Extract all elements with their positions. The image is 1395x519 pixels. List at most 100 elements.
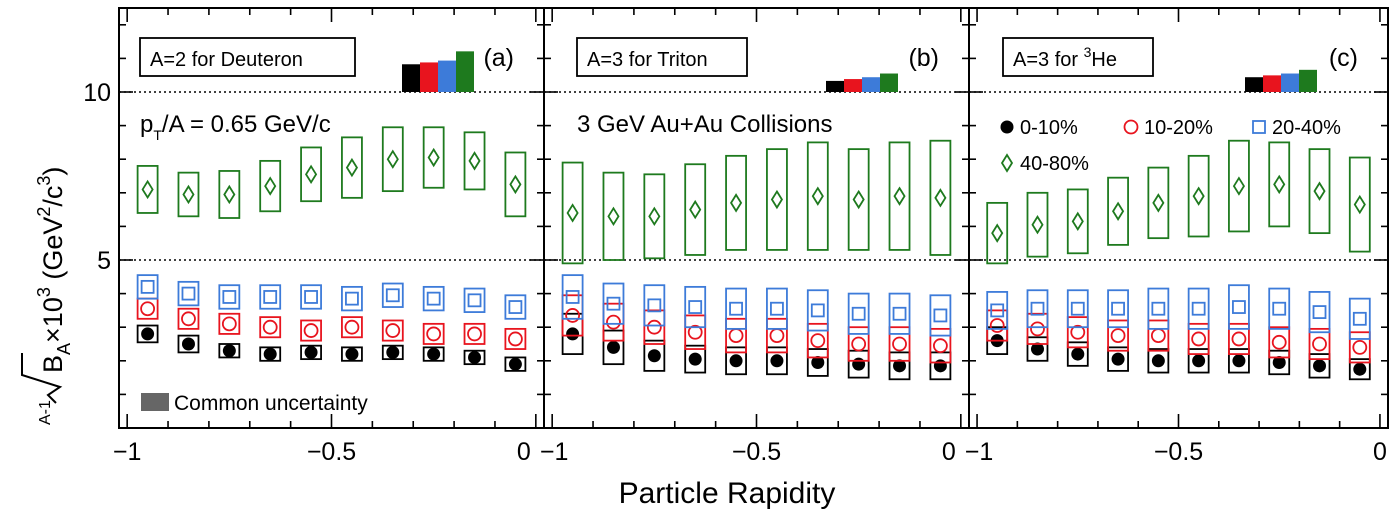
legend-label: 10-20% <box>1144 117 1213 139</box>
data-point <box>467 326 482 342</box>
sys-box <box>725 154 747 251</box>
data-point <box>810 303 825 318</box>
sys-box <box>684 163 707 256</box>
data-point <box>1352 311 1367 326</box>
data-point <box>990 303 1005 318</box>
sys-box <box>1107 319 1129 352</box>
panel-title: A=2 for Deuteron <box>150 49 303 71</box>
sys-box <box>1147 287 1170 330</box>
data-point <box>467 293 482 308</box>
x-tick-label: −0.5 <box>732 438 781 466</box>
common-uncertainty-bar <box>1245 77 1263 92</box>
data-point <box>263 290 278 304</box>
legend-marker <box>1000 153 1014 173</box>
sys-box <box>1066 289 1089 329</box>
sys-box <box>1147 166 1170 240</box>
sys-box <box>806 289 829 332</box>
data-point <box>852 357 866 371</box>
common-uncertainty-bar <box>1281 73 1299 92</box>
data-point <box>507 331 523 347</box>
legend-label: 0-10% <box>1020 117 1078 139</box>
sys-box <box>643 173 666 260</box>
sys-box <box>504 294 527 320</box>
data-point <box>305 164 318 185</box>
sys-box <box>1026 289 1049 329</box>
sys-box <box>259 284 282 310</box>
data-point <box>1272 301 1287 316</box>
data-point <box>989 318 1005 333</box>
panel-title-box <box>576 37 748 77</box>
data-point <box>385 288 400 303</box>
data-point <box>607 206 620 227</box>
data-point <box>426 326 442 342</box>
data-point <box>1071 347 1085 361</box>
panel-a: −1 −0.5 0 5 10 (a) A=2 for Deuteron <box>83 7 545 466</box>
panel-c: −1 −0.5 0 (c) A=3 for 3He <box>965 7 1389 466</box>
sys-box <box>218 312 241 335</box>
sys-box <box>1348 331 1371 364</box>
sys-box <box>986 201 1009 265</box>
data-point <box>1312 336 1327 352</box>
y-label-root-index: A-1 <box>37 400 54 425</box>
data-point <box>426 291 441 306</box>
sys-box <box>218 343 241 359</box>
sys-box <box>725 346 747 376</box>
data-point <box>565 308 581 323</box>
panel-letter: (c) <box>1329 44 1358 72</box>
sys-box <box>341 285 363 312</box>
data-point <box>770 189 783 210</box>
data-point <box>468 151 481 171</box>
data-point <box>687 324 703 340</box>
data-point <box>565 290 580 304</box>
sys-box <box>602 171 625 261</box>
sys-box <box>643 339 666 372</box>
data-point <box>264 176 277 196</box>
sys-box <box>929 327 952 364</box>
data-point <box>1353 362 1367 376</box>
sys-box <box>1066 188 1089 255</box>
sys-box <box>218 170 241 219</box>
data-point <box>811 186 824 206</box>
sys-box <box>1228 139 1250 233</box>
data-point <box>1031 215 1044 235</box>
data-point <box>1313 181 1326 201</box>
data-point <box>181 337 195 351</box>
data-point <box>141 327 155 341</box>
sys-box <box>422 346 445 362</box>
sys-box <box>1187 287 1210 330</box>
sys-box <box>1228 348 1250 374</box>
x-tick-label: −1 <box>965 438 994 466</box>
y-axis-label: A-1 BA×103 (GeV2/c3) <box>21 167 74 425</box>
data-point <box>647 298 662 313</box>
sys-box <box>300 319 322 342</box>
data-point <box>991 223 1004 243</box>
data-point <box>1151 354 1165 368</box>
sys-box <box>341 316 363 339</box>
data-point <box>606 340 620 354</box>
data-point <box>892 336 907 352</box>
data-point <box>508 357 522 371</box>
sys-box <box>1026 191 1049 258</box>
sys-box <box>929 139 952 256</box>
legend-label: 40-80% <box>1020 153 1089 175</box>
data-point <box>1232 300 1246 314</box>
data-point <box>1273 174 1286 195</box>
data-point <box>647 349 661 363</box>
x-tick-label: −0.5 <box>1154 438 1203 466</box>
sys-box <box>684 314 707 350</box>
sys-box <box>177 171 200 218</box>
data-point <box>1232 354 1246 368</box>
sys-box <box>986 291 1009 330</box>
sys-box <box>1107 346 1129 372</box>
sys-box <box>766 287 788 330</box>
sys-box <box>1026 312 1049 345</box>
sys-box <box>806 348 829 377</box>
data-point <box>345 347 359 361</box>
data-point <box>468 350 482 364</box>
y-tick-label: 10 <box>83 79 111 107</box>
data-point <box>1353 194 1366 215</box>
data-point <box>770 301 784 316</box>
data-point <box>893 359 907 373</box>
data-point <box>427 347 441 361</box>
